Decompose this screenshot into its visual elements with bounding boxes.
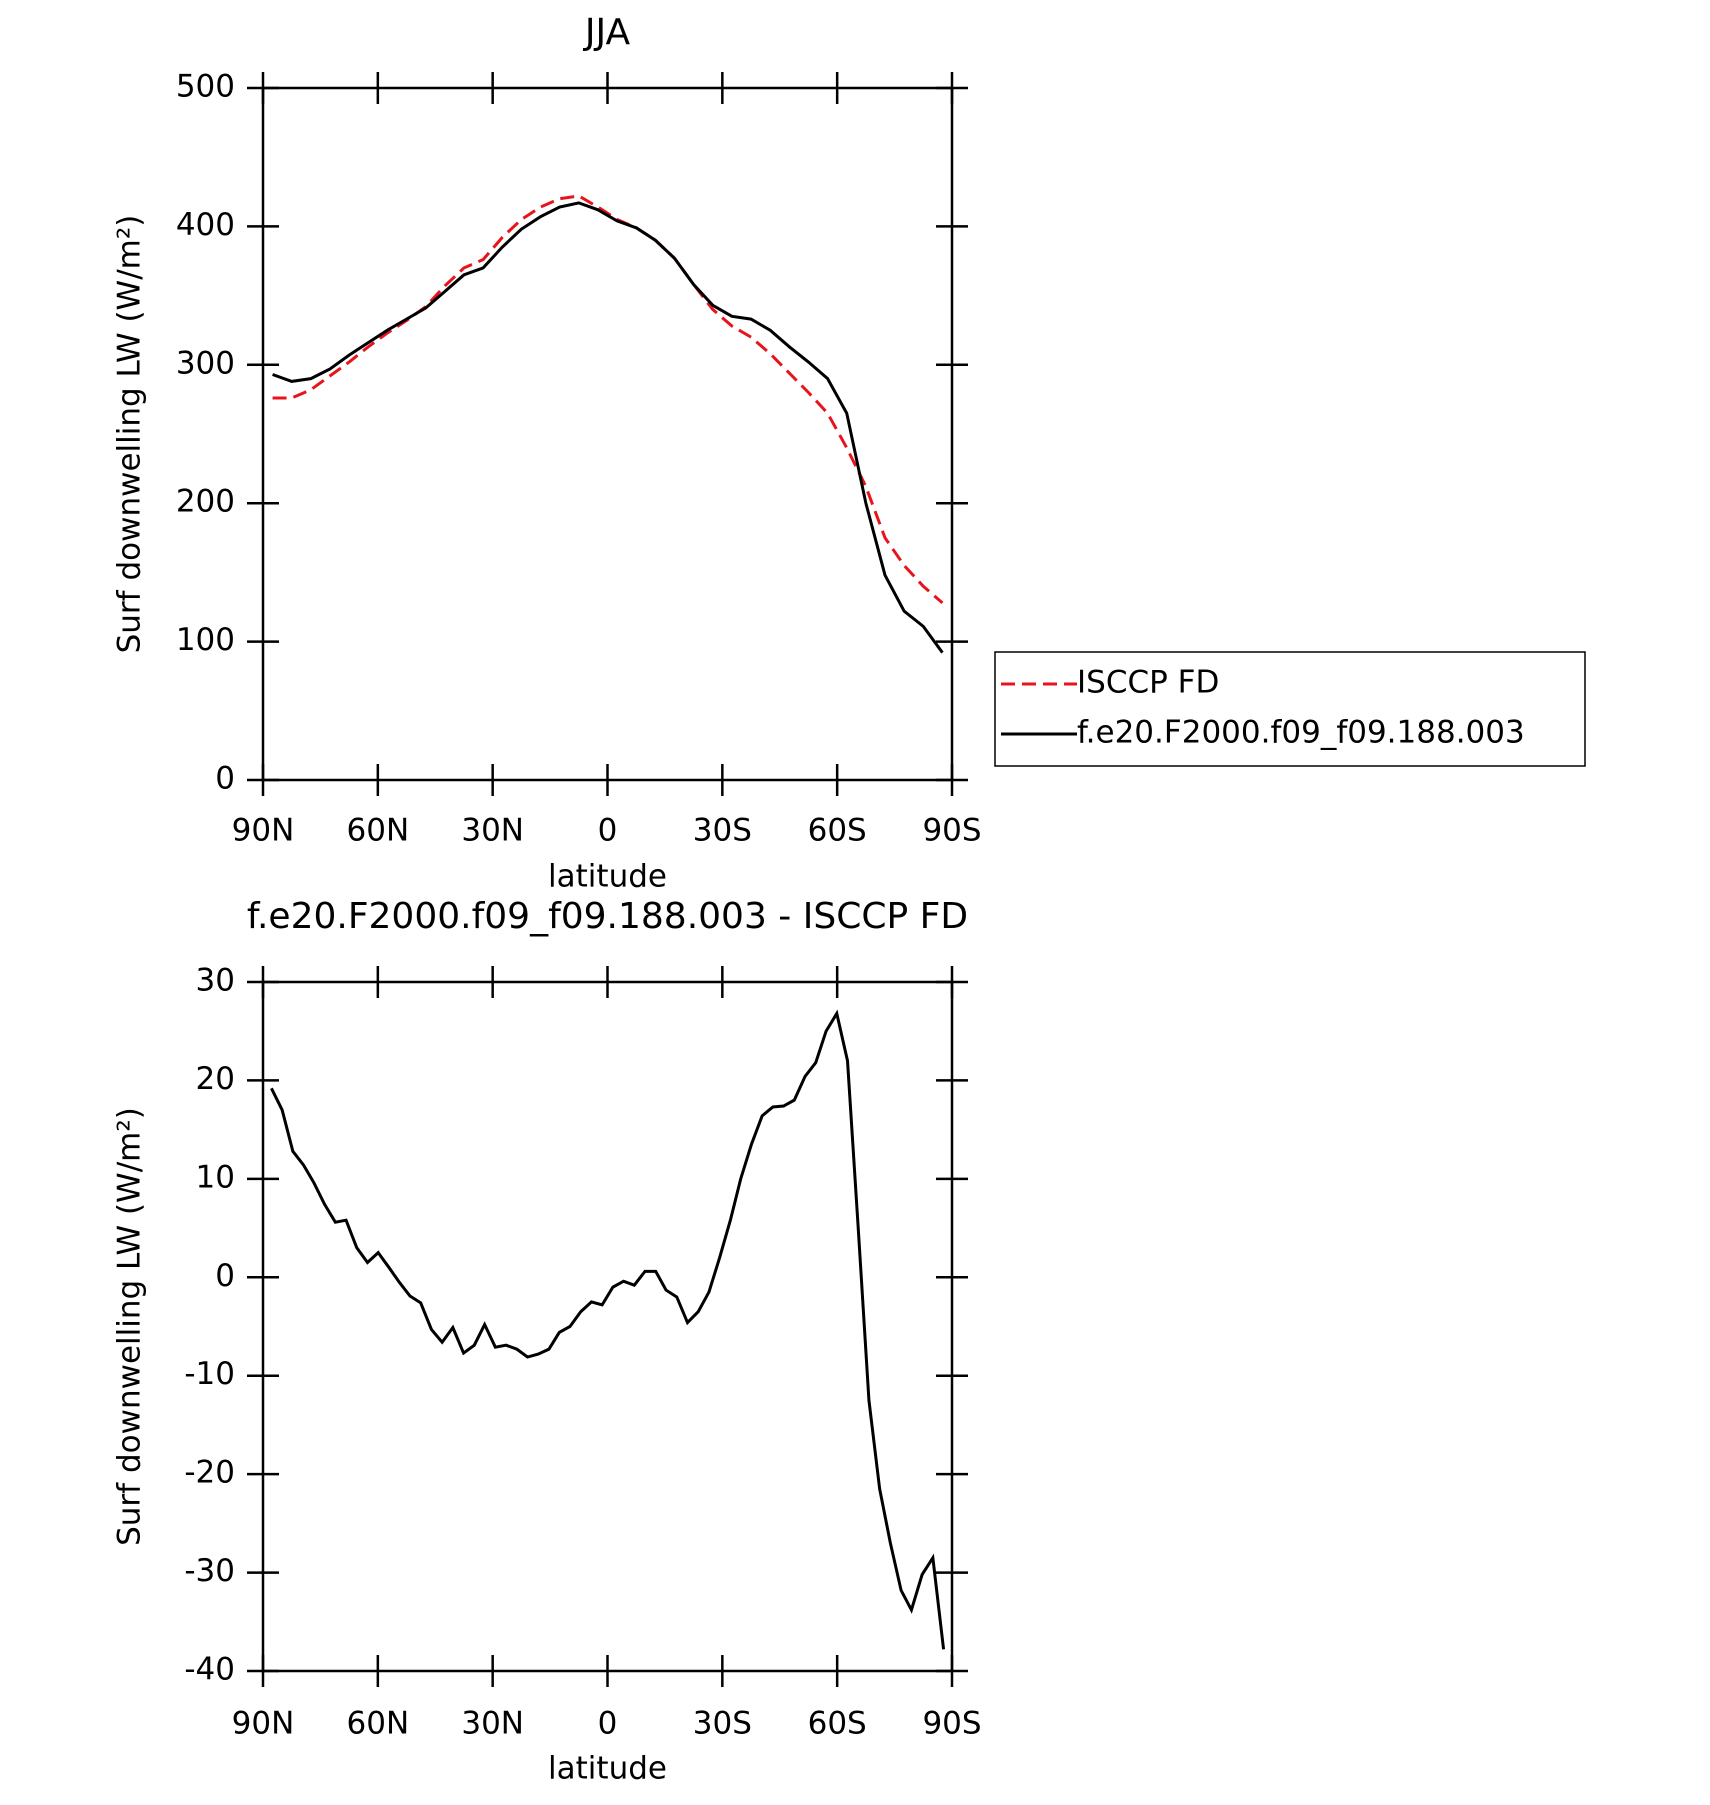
y-tick-label: -40 — [184, 1652, 235, 1688]
data-line — [272, 201, 944, 654]
x-tick-label: 60S — [808, 813, 867, 849]
legend-label: ISCCP FD — [1077, 665, 1219, 701]
x-tick-label: 60S — [808, 1706, 867, 1742]
y-tick-label: -10 — [184, 1356, 235, 1392]
x-tick-label: 30S — [693, 813, 752, 849]
x-axis-label: latitude — [548, 859, 667, 895]
y-tick-label: 100 — [176, 622, 235, 658]
y-tick-label: 10 — [196, 1159, 235, 1195]
x-tick-label: 30S — [693, 1706, 752, 1742]
y-axis-label: Surf downwelling LW (W/m²) — [112, 1107, 148, 1546]
x-tick-label: 0 — [598, 1706, 618, 1742]
y-tick-label: -20 — [184, 1455, 235, 1491]
y-tick-label: 0 — [215, 1258, 235, 1294]
x-axis-label: latitude — [548, 1751, 667, 1787]
plot-frame — [261, 86, 954, 782]
y-tick-label: -30 — [184, 1553, 235, 1589]
x-tick-label: 90S — [922, 813, 981, 849]
chart-title: f.e20.F2000.f09_f09.188.003 - ISCCP FD — [247, 896, 968, 937]
y-axis-label: Surf downwelling LW (W/m²) — [112, 215, 148, 654]
x-tick-label: 90S — [922, 1706, 981, 1742]
legend-label: f.e20.F2000.f09_f09.188.003 — [1077, 715, 1525, 751]
y-tick-label: 0 — [215, 761, 235, 797]
y-tick-label: 200 — [176, 484, 235, 520]
y-tick-label: 30 — [196, 963, 235, 999]
plot-frame — [261, 980, 954, 1673]
x-tick-label: 60N — [347, 813, 410, 849]
y-tick-label: 300 — [176, 345, 235, 381]
legend-box — [994, 651, 1586, 767]
data-line — [272, 194, 944, 604]
y-tick-label: 500 — [176, 69, 235, 105]
data-line — [270, 1009, 946, 1650]
y-tick-label: 400 — [176, 207, 235, 243]
chart-title: JJA — [583, 12, 631, 53]
x-tick-label: 90N — [232, 1706, 295, 1742]
x-tick-label: 60N — [347, 1706, 410, 1742]
x-tick-label: 90N — [232, 813, 295, 849]
x-tick-label: 30N — [461, 813, 524, 849]
x-tick-label: 30N — [461, 1706, 524, 1742]
y-tick-label: 20 — [196, 1061, 235, 1097]
x-tick-label: 0 — [598, 813, 618, 849]
